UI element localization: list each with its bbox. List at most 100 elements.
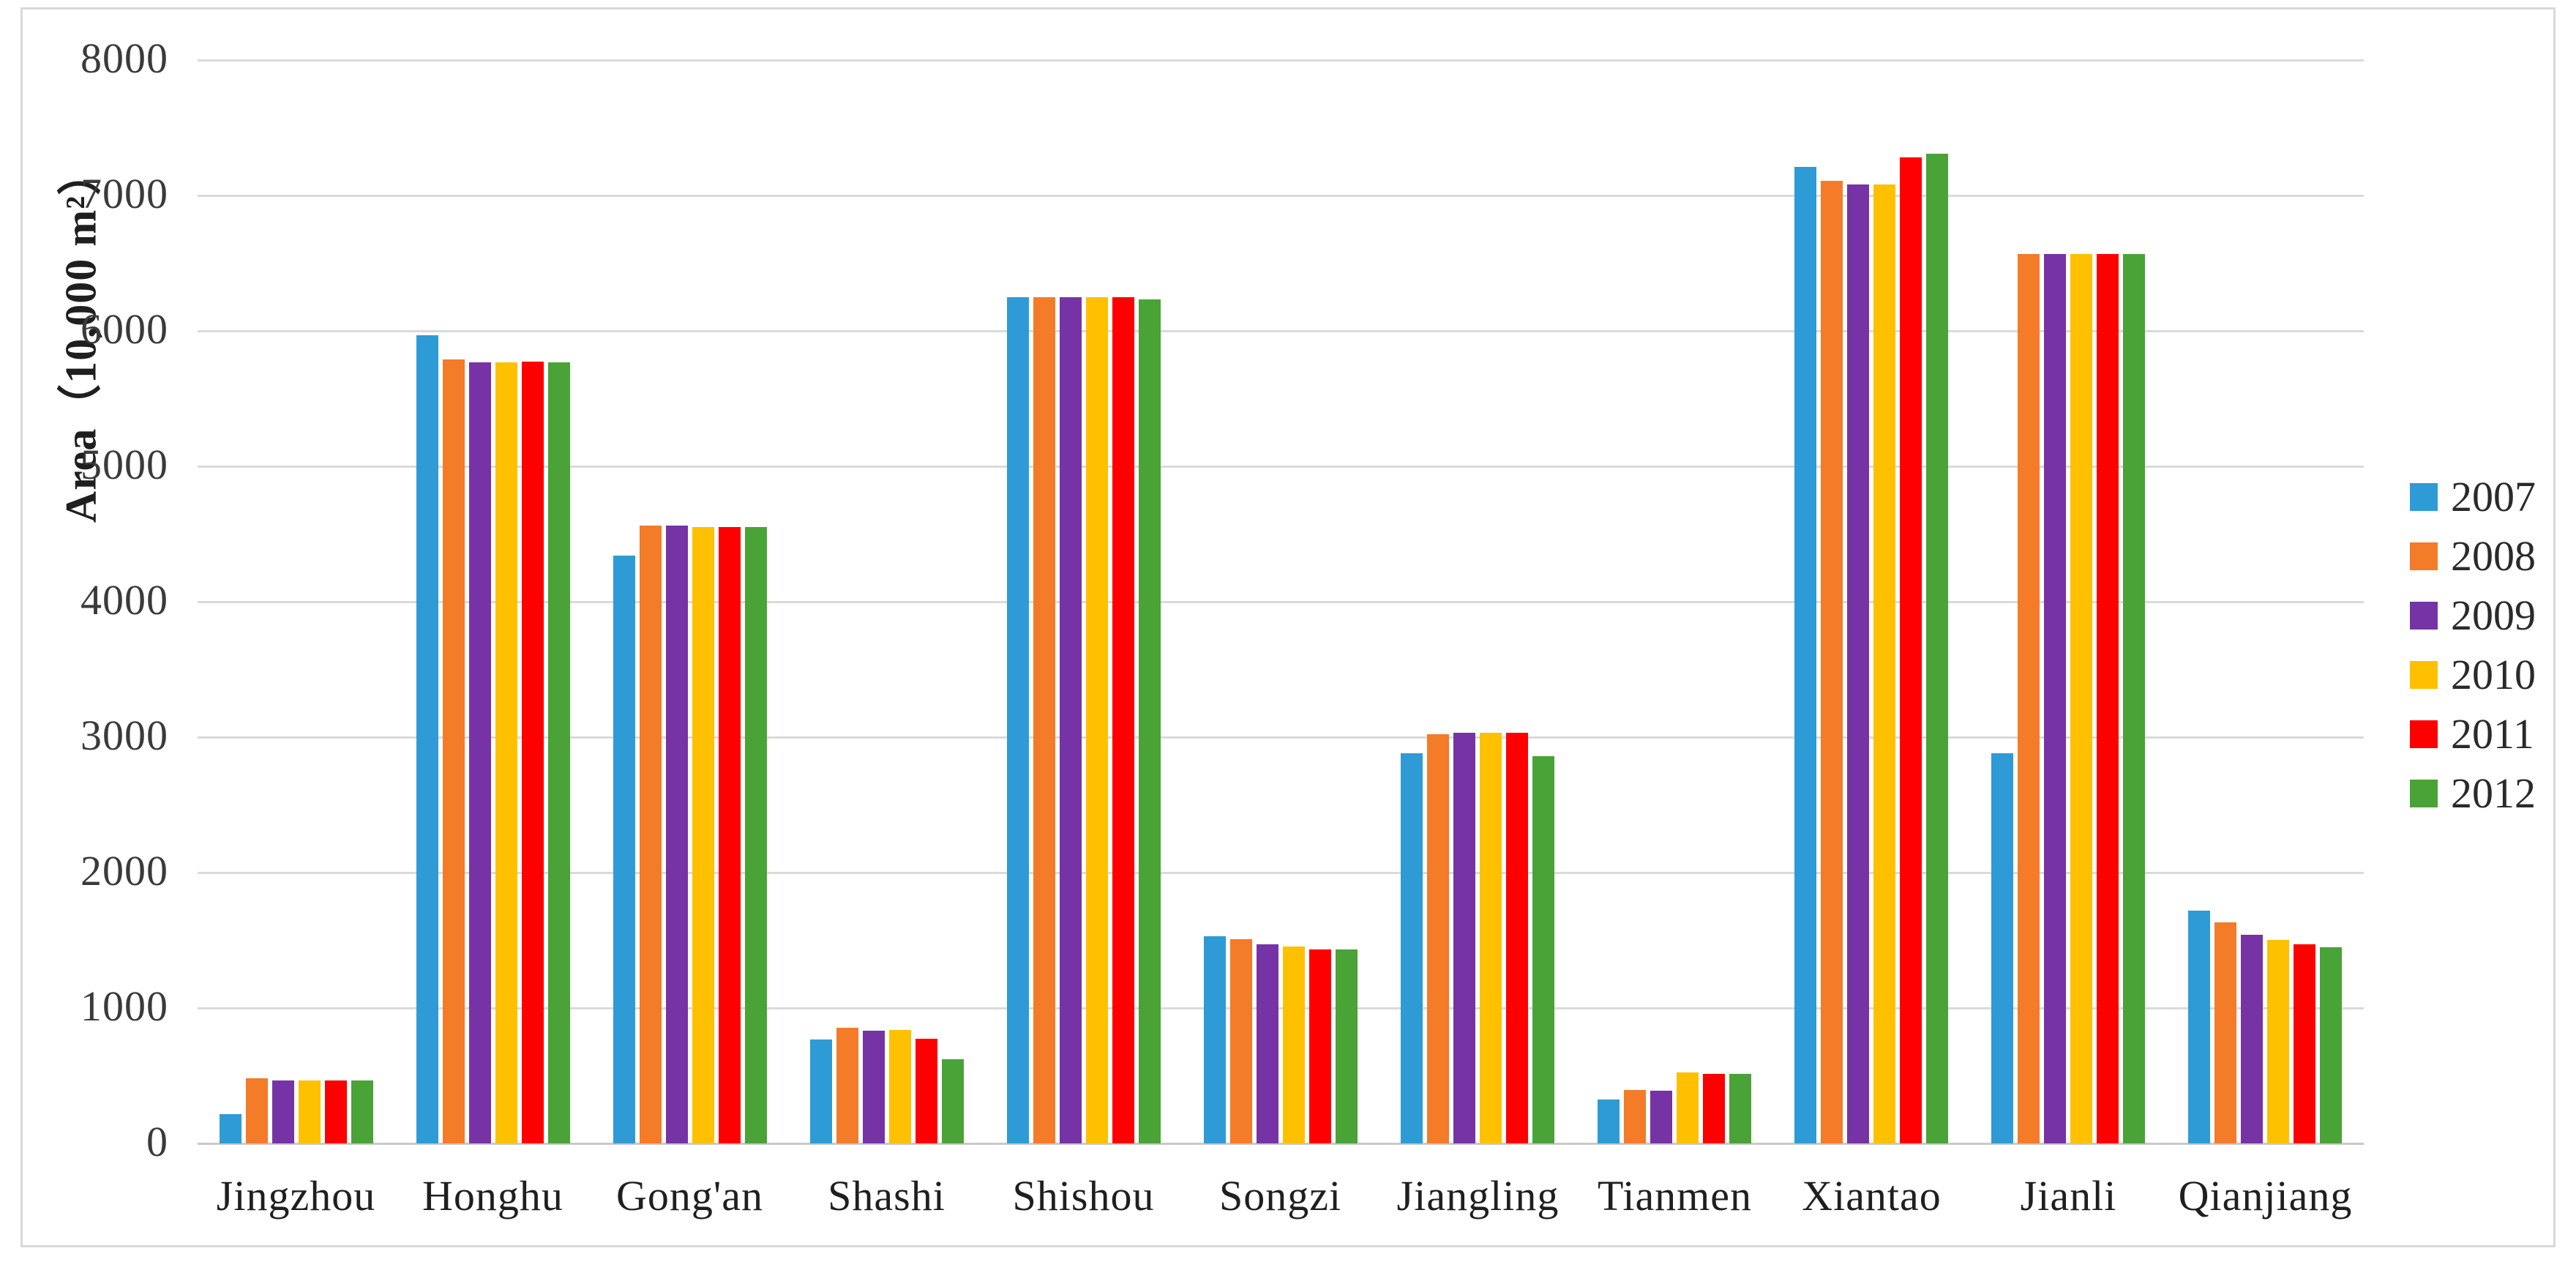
y-tick-label-5000: 5000 bbox=[80, 440, 168, 488]
bar-jianli-2009 bbox=[2044, 254, 2066, 1143]
legend-item-2009: 2009 bbox=[2410, 591, 2536, 640]
y-tick-label-8000: 8000 bbox=[80, 34, 168, 82]
gridline-8000 bbox=[198, 59, 2364, 61]
bar-xiantao-2009 bbox=[1847, 184, 1869, 1143]
bar-jingzhou-2007 bbox=[220, 1114, 242, 1143]
bar-songzi-2009 bbox=[1257, 944, 1278, 1143]
gridline-2000 bbox=[198, 872, 2364, 874]
x-category-label-qianjiang: Qianjiang bbox=[2178, 1172, 2353, 1220]
bar-jingzhou-2009 bbox=[272, 1080, 294, 1143]
bar-tianmen-2012 bbox=[1729, 1074, 1751, 1143]
bar-jingzhou-2010 bbox=[299, 1080, 321, 1143]
legend-label-2009: 2009 bbox=[2451, 591, 2536, 639]
gridline-7000 bbox=[198, 195, 2364, 197]
bar-qianjiang-2007 bbox=[2188, 911, 2210, 1143]
legend-item-2011: 2011 bbox=[2410, 709, 2534, 758]
bar-honghu-2010 bbox=[495, 362, 517, 1143]
legend-swatch-2009 bbox=[2410, 601, 2438, 630]
x-category-label-tianmen: Tianmen bbox=[1597, 1172, 1753, 1220]
bar-songzi-2007 bbox=[1204, 936, 1226, 1143]
bar-jianli-2008 bbox=[2018, 254, 2040, 1143]
bar-jingzhou-2012 bbox=[351, 1080, 373, 1143]
gridline-1000 bbox=[198, 1007, 2364, 1009]
legend-label-2011: 2011 bbox=[2451, 710, 2534, 758]
legend-swatch-2007 bbox=[2410, 482, 2438, 511]
bar-gongan-2012 bbox=[745, 527, 767, 1143]
y-tick-label-0: 0 bbox=[146, 1117, 168, 1165]
x-category-label-songzi: Songzi bbox=[1218, 1172, 1342, 1220]
legend-label-2010: 2010 bbox=[2451, 651, 2536, 698]
x-category-label-shashi: Shashi bbox=[828, 1172, 946, 1220]
bar-shashi-2012 bbox=[942, 1059, 964, 1143]
bar-jiangling-2011 bbox=[1506, 733, 1528, 1143]
bar-xiantao-2012 bbox=[1926, 154, 1948, 1143]
x-category-label-jianli: Jianli bbox=[2020, 1172, 2117, 1220]
x-category-label-honghu: Honghu bbox=[422, 1172, 564, 1220]
bar-gongan-2007 bbox=[613, 556, 635, 1143]
bar-honghu-2008 bbox=[443, 359, 465, 1143]
bar-songzi-2012 bbox=[1336, 949, 1358, 1143]
bar-jiangling-2010 bbox=[1480, 733, 1502, 1143]
x-category-label-jingzhou: Jingzhou bbox=[216, 1172, 376, 1220]
bar-tianmen-2007 bbox=[1598, 1099, 1620, 1143]
y-tick-label-4000: 4000 bbox=[80, 575, 168, 624]
bar-tianmen-2009 bbox=[1650, 1091, 1672, 1143]
bar-gongan-2010 bbox=[692, 527, 714, 1143]
legend-swatch-2012 bbox=[2410, 779, 2438, 807]
bar-jianli-2011 bbox=[2097, 254, 2119, 1143]
bar-jiangling-2008 bbox=[1427, 734, 1449, 1143]
bar-xiantao-2007 bbox=[1794, 167, 1816, 1143]
legend-label-2012: 2012 bbox=[2451, 769, 2536, 817]
bar-jingzhou-2011 bbox=[325, 1080, 347, 1143]
bar-songzi-2011 bbox=[1309, 949, 1331, 1143]
y-tick-label-3000: 3000 bbox=[80, 711, 168, 759]
bar-qianjiang-2012 bbox=[2320, 947, 2342, 1143]
bar-tianmen-2011 bbox=[1703, 1074, 1725, 1143]
legend-item-2007: 2007 bbox=[2410, 472, 2536, 521]
legend-swatch-2008 bbox=[2410, 542, 2438, 570]
legend-swatch-2011 bbox=[2410, 720, 2438, 748]
bar-jiangling-2012 bbox=[1532, 756, 1554, 1143]
bar-honghu-2012 bbox=[548, 362, 570, 1143]
x-category-label-jiangling: Jiangling bbox=[1396, 1172, 1560, 1220]
bar-qianjiang-2010 bbox=[2267, 940, 2289, 1143]
gridline-3000 bbox=[198, 736, 2364, 739]
bar-jianli-2010 bbox=[2070, 254, 2092, 1143]
y-tick-label-1000: 1000 bbox=[80, 982, 168, 1030]
bar-qianjiang-2009 bbox=[2241, 935, 2263, 1143]
bar-gongan-2011 bbox=[719, 527, 741, 1143]
bar-shashi-2008 bbox=[836, 1028, 858, 1143]
bar-honghu-2011 bbox=[522, 362, 544, 1143]
gridline-4000 bbox=[198, 601, 2364, 603]
bar-songzi-2010 bbox=[1283, 947, 1305, 1143]
legend-item-2008: 2008 bbox=[2410, 531, 2536, 580]
bar-qianjiang-2008 bbox=[2214, 922, 2236, 1143]
bar-qianjiang-2011 bbox=[2294, 944, 2315, 1143]
bar-shishou-2007 bbox=[1007, 297, 1029, 1143]
bar-xiantao-2010 bbox=[1873, 184, 1895, 1143]
bar-xiantao-2011 bbox=[1900, 157, 1922, 1143]
bar-shishou-2010 bbox=[1086, 297, 1108, 1143]
bar-jianli-2007 bbox=[1991, 753, 2013, 1143]
legend-label-2008: 2008 bbox=[2451, 532, 2536, 580]
bar-shishou-2008 bbox=[1033, 297, 1055, 1143]
x-category-label-gongan: Gong'an bbox=[615, 1172, 764, 1220]
bar-songzi-2008 bbox=[1230, 939, 1252, 1143]
bar-shishou-2009 bbox=[1060, 297, 1082, 1143]
bar-shashi-2007 bbox=[810, 1039, 832, 1143]
x-category-label-shishou: Shishou bbox=[1012, 1172, 1155, 1220]
x-category-label-xiantao: Xiantao bbox=[1802, 1172, 1942, 1220]
legend-item-2010: 2010 bbox=[2410, 650, 2536, 699]
bar-shishou-2012 bbox=[1139, 299, 1161, 1143]
bar-shashi-2011 bbox=[916, 1039, 937, 1143]
bar-jianli-2012 bbox=[2123, 254, 2145, 1143]
legend-item-2012: 2012 bbox=[2410, 769, 2536, 818]
y-tick-label-7000: 7000 bbox=[80, 169, 168, 217]
legend-swatch-2010 bbox=[2410, 660, 2438, 689]
y-tick-label-6000: 6000 bbox=[80, 305, 168, 353]
y-tick-label-2000: 2000 bbox=[80, 846, 168, 895]
bar-honghu-2007 bbox=[416, 335, 438, 1143]
gridline-6000 bbox=[198, 330, 2364, 332]
bar-shashi-2009 bbox=[863, 1031, 885, 1143]
